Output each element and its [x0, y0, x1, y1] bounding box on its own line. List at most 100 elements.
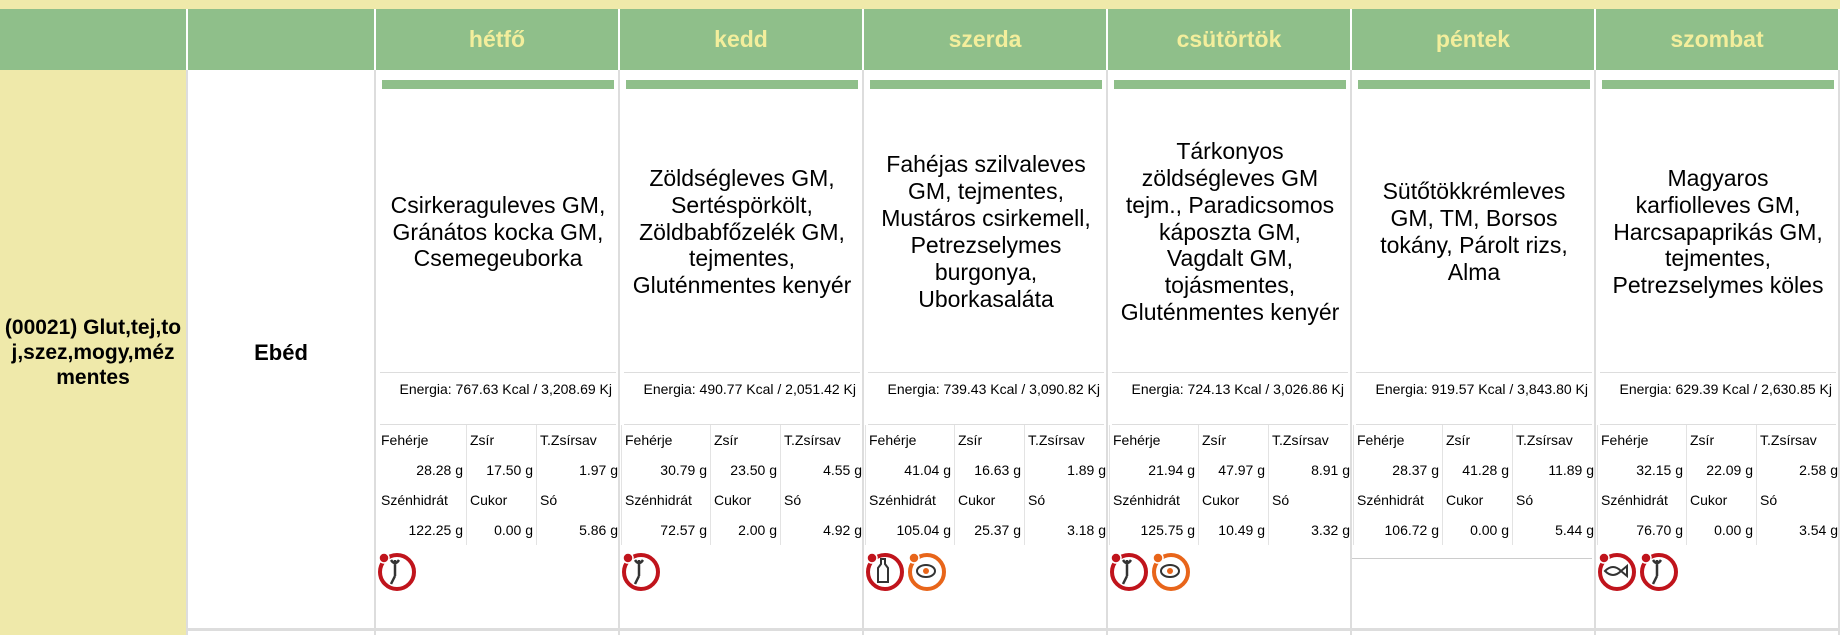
nutrient-label: Zsír	[1199, 425, 1269, 455]
row-divider	[188, 628, 1840, 631]
allergen-icon	[622, 552, 660, 591]
nutrient-value: 1.89 g	[1025, 455, 1110, 485]
nutrient-value: 23.50 g	[711, 455, 781, 485]
nutrient-value: 41.28 g	[1443, 455, 1513, 485]
allergen-icon	[378, 552, 416, 591]
icon-placeholder-line	[1352, 558, 1592, 559]
day-bar	[870, 80, 1102, 89]
food-text: Tárkonyos zöldségleves GM tejm., Paradic…	[1112, 92, 1348, 373]
nutrient-value: 125.75 g	[1110, 515, 1199, 545]
nutrient-label: Szénhidrát	[1598, 485, 1687, 515]
nutrient-label: T.Zsírsav	[1513, 425, 1598, 455]
day-cell: Tárkonyos zöldségleves GM tejm., Paradic…	[1108, 70, 1354, 635]
nutrient-label: Cukor	[711, 485, 781, 515]
icon-row	[376, 550, 418, 592]
nutrient-value: 72.57 g	[622, 515, 711, 545]
nutrient-value: 0.00 g	[1687, 515, 1757, 545]
day-cell: Magyaros karfiolleves GM, Harcsapaprikás…	[1596, 70, 1840, 635]
nutrient-value: 3.32 g	[1269, 515, 1354, 545]
nutrient-value: 32.15 g	[1598, 455, 1687, 485]
nutrient-label: Fehérje	[1110, 425, 1199, 455]
nutrient-label: Szénhidrát	[1354, 485, 1443, 515]
allergen-icons	[864, 548, 1108, 623]
nutrient-label: Zsír	[955, 425, 1025, 455]
nutrient-value: 4.92 g	[781, 515, 866, 545]
nutrient-label: Szénhidrát	[866, 485, 955, 515]
nutrient-label: Fehérje	[622, 425, 711, 455]
nutrient-value: 8.91 g	[1269, 455, 1354, 485]
nutrient-value: 0.00 g	[1443, 515, 1513, 545]
nutrient-value: 11.89 g	[1513, 455, 1598, 485]
nutrient-value: 21.94 g	[1110, 455, 1199, 485]
nutrient-label: Zsír	[1443, 425, 1513, 455]
nutrient-value: 28.28 g	[378, 455, 467, 485]
nutrient-label: Zsír	[711, 425, 781, 455]
food-text: Magyaros karfiolleves GM, Harcsapaprikás…	[1600, 92, 1836, 373]
nutrient-label: Zsír	[467, 425, 537, 455]
nutrient-label: Szénhidrát	[1110, 485, 1199, 515]
nutrient-value: 22.09 g	[1687, 455, 1757, 485]
energy-text: Energia: 490.77 Kcal / 2,051.42 Kj	[624, 373, 860, 425]
nutrient-label: Fehérje	[1354, 425, 1443, 455]
day-bar	[1602, 80, 1834, 89]
nutrient-label: Cukor	[1687, 485, 1757, 515]
allergen-icons	[620, 548, 864, 623]
nutrient-value: 2.00 g	[711, 515, 781, 545]
allergen-icon	[1152, 552, 1190, 591]
nutrient-label: Fehérje	[1598, 425, 1687, 455]
nutrient-label: Cukor	[1199, 485, 1269, 515]
nutrient-value: 3.54 g	[1757, 515, 1840, 545]
nutrient-label: T.Zsírsav	[781, 425, 866, 455]
energy-text: Energia: 919.57 Kcal / 3,843.80 Kj	[1356, 373, 1592, 425]
nutrient-value: 41.04 g	[866, 455, 955, 485]
nutrient-label: Cukor	[955, 485, 1025, 515]
nutrient-value: 2.58 g	[1757, 455, 1840, 485]
energy-text: Energia: 767.63 Kcal / 3,208.69 Kj	[380, 373, 616, 425]
day-cell: Zöldségleves GM, Sertéspörkölt, Zöldbabf…	[620, 70, 866, 635]
icon-row	[1108, 550, 1192, 592]
nutrient-value: 5.86 g	[537, 515, 622, 545]
day-header: szerda	[864, 9, 1108, 70]
nutrient-label: T.Zsírsav	[537, 425, 622, 455]
nutrient-value: 10.49 g	[1199, 515, 1269, 545]
day-cell: Csirkeraguleves GM, Gránátos kocka GM, C…	[376, 70, 622, 635]
nutrient-label: Só	[1269, 485, 1354, 515]
day-header: kedd	[620, 9, 864, 70]
nutrient-value: 30.79 g	[622, 455, 711, 485]
food-text: Fahéjas szilvaleves GM, tejmentes, Mustá…	[868, 92, 1104, 373]
nutrient-label: Cukor	[467, 485, 537, 515]
day-cell: Sütőtökkrémleves GM, TM, Borsos tokány, …	[1352, 70, 1598, 635]
nutrient-value: 16.63 g	[955, 455, 1025, 485]
day-header: péntek	[1352, 9, 1596, 70]
day-header: csütörtök	[1108, 9, 1352, 70]
nutrient-label: T.Zsírsav	[1025, 425, 1110, 455]
nutrient-value: 47.97 g	[1199, 455, 1269, 485]
food-text: Csirkeraguleves GM, Gránátos kocka GM, C…	[380, 92, 616, 373]
diet-label: (00021) Glut,tej,toj,szez,mogy,méz mente…	[0, 70, 188, 635]
header-empty	[188, 9, 376, 70]
allergen-icon	[866, 552, 904, 591]
nutrient-label: Fehérje	[866, 425, 955, 455]
icon-row	[620, 550, 662, 592]
nutrient-value: 28.37 g	[1354, 455, 1443, 485]
allergen-icons	[376, 548, 620, 623]
header-empty	[0, 9, 188, 70]
allergen-icons	[1352, 548, 1596, 623]
nutrient-label: Szénhidrát	[378, 485, 467, 515]
nutrient-value: 122.25 g	[378, 515, 467, 545]
nutrient-value: 17.50 g	[467, 455, 537, 485]
nutrient-label: T.Zsírsav	[1757, 425, 1840, 455]
nutrient-value: 105.04 g	[866, 515, 955, 545]
allergen-icon	[1598, 552, 1636, 591]
nutrient-label: Só	[781, 485, 866, 515]
nutrient-label: T.Zsírsav	[1269, 425, 1354, 455]
day-bar	[1358, 80, 1590, 89]
nutrient-label: Zsír	[1687, 425, 1757, 455]
nutrient-label: Fehérje	[378, 425, 467, 455]
day-header: szombat	[1596, 9, 1840, 70]
meal-label: Ebéd	[188, 70, 376, 635]
food-text: Zöldségleves GM, Sertéspörkölt, Zöldbabf…	[624, 92, 860, 373]
nutrient-label: Só	[1757, 485, 1840, 515]
day-cell: Fahéjas szilvaleves GM, tejmentes, Mustá…	[864, 70, 1110, 635]
energy-text: Energia: 724.13 Kcal / 3,026.86 Kj	[1112, 373, 1348, 425]
